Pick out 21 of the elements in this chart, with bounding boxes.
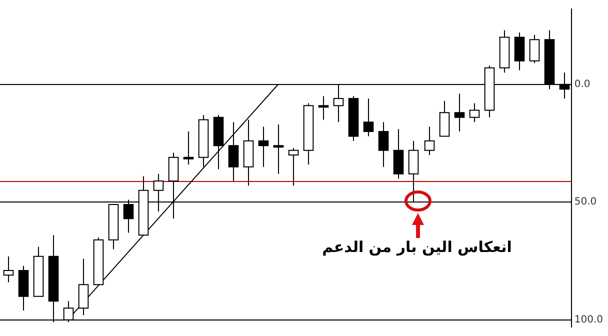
candlestick [439, 100, 450, 137]
candlestick [469, 102, 480, 123]
y-tick-label: 100.0 [574, 314, 604, 326]
candlestick [273, 124, 284, 174]
candlestick [228, 122, 239, 182]
annotation: انعكاس الين بار من الدعم [321, 238, 513, 256]
candlestick [318, 96, 329, 120]
candlestick [183, 130, 194, 165]
candlestick [529, 34, 540, 64]
y-tick-label: 50.0 [574, 196, 597, 208]
candlestick [288, 147, 299, 186]
candlestick [78, 258, 89, 316]
candlestick [393, 128, 404, 180]
candlestick [3, 256, 14, 283]
candlestick [363, 98, 374, 137]
candlestick [454, 93, 465, 132]
candlestick [424, 126, 435, 156]
candlestick [378, 122, 389, 168]
candlestick [514, 32, 525, 71]
candlestick [258, 126, 269, 168]
y-tick-label: 0.0 [574, 78, 590, 90]
